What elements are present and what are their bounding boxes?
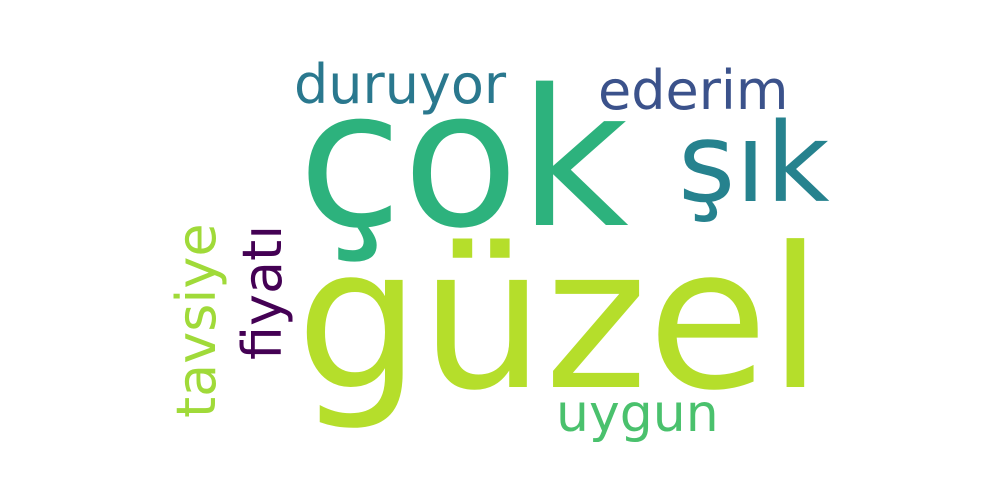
word-uygun: uygun	[556, 384, 719, 444]
word-guzel: güzel	[296, 206, 823, 434]
word-sik: şık	[678, 99, 830, 227]
word-tavsiye: tavsiye	[165, 223, 228, 418]
word-fiyati: fiyatı	[231, 224, 294, 360]
word-ederim: ederim	[598, 59, 789, 122]
word-cok: çok	[298, 49, 629, 270]
word-duruyor: duruyor	[294, 53, 507, 116]
